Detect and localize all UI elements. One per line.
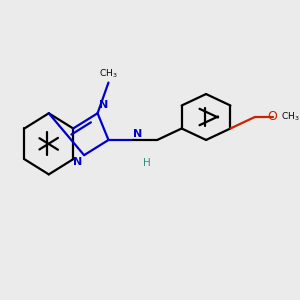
Text: CH$_3$: CH$_3$	[281, 111, 300, 123]
Text: H: H	[143, 158, 151, 168]
Text: N: N	[73, 158, 83, 167]
Text: CH$_3$: CH$_3$	[99, 68, 118, 80]
Text: N: N	[99, 100, 108, 110]
Text: N: N	[134, 129, 143, 139]
Text: O: O	[267, 110, 277, 123]
